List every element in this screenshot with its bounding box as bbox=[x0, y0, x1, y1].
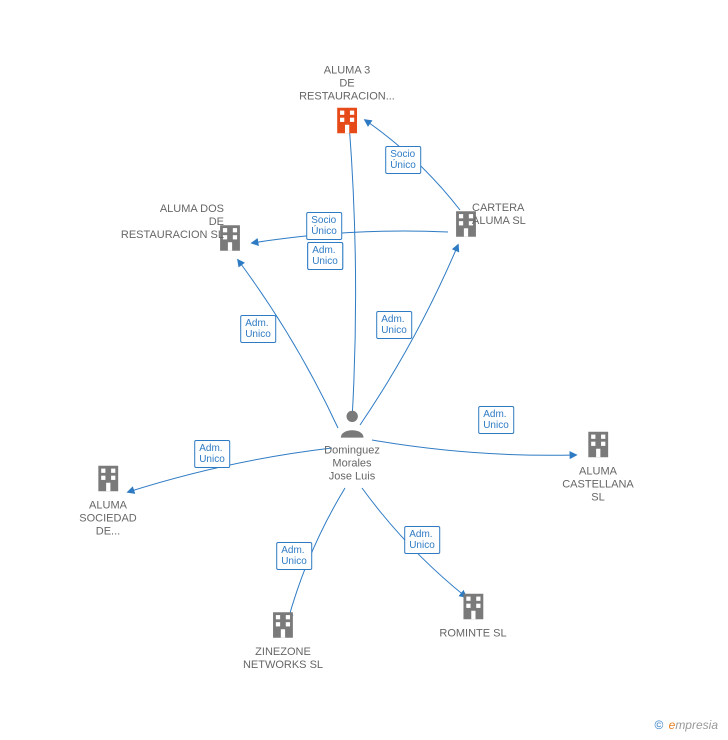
node-label: ALUMA CASTELLANA SL bbox=[562, 466, 634, 505]
copyright-footer: © empresia bbox=[654, 718, 718, 732]
node-label: ALUMA DOS DE RESTAURACION SL bbox=[121, 203, 224, 242]
center-person-node[interactable]: Dominguez Morales Jose Luis bbox=[324, 407, 380, 484]
company-node[interactable]: ALUMA DOS DE RESTAURACION SL bbox=[213, 221, 247, 259]
company-node[interactable]: CARTERA ALUMA SL bbox=[449, 207, 483, 245]
node-label: ALUMA 3 DE RESTAURACION... bbox=[299, 65, 395, 104]
edge-label: Socio Único bbox=[385, 146, 421, 174]
node-icon-wrap bbox=[562, 428, 634, 462]
edge-label: Adm. Unico bbox=[194, 440, 230, 468]
company-node[interactable]: ALUMA 3 DE RESTAURACION... bbox=[299, 65, 395, 142]
node-label: Dominguez Morales Jose Luis bbox=[324, 445, 380, 484]
edge-label: Adm. Unico bbox=[478, 406, 514, 434]
diagram-canvas: Dominguez Morales Jose Luis ALUMA 3 DE RE… bbox=[0, 0, 728, 740]
node-icon-wrap bbox=[79, 462, 136, 496]
building-icon bbox=[266, 608, 300, 642]
node-label: ZINEZONE NETWORKS SL bbox=[243, 646, 323, 672]
brand-rest: mpresia bbox=[675, 718, 718, 732]
node-icon-wrap bbox=[243, 608, 323, 642]
node-label: CARTERA ALUMA SL bbox=[472, 202, 526, 228]
node-label: ALUMA SOCIEDAD DE... bbox=[79, 500, 136, 539]
edge-label: Adm. Unico bbox=[307, 242, 343, 270]
copyright-symbol: © bbox=[654, 718, 663, 732]
building-icon bbox=[91, 462, 125, 496]
edge-label: Adm. Unico bbox=[276, 542, 312, 570]
edge-label: Adm. Unico bbox=[376, 311, 412, 339]
node-label: ROMINTE SL bbox=[439, 628, 506, 641]
building-icon bbox=[456, 590, 490, 624]
company-node[interactable]: ZINEZONE NETWORKS SL bbox=[243, 608, 323, 672]
edge-label: Adm. Unico bbox=[404, 526, 440, 554]
building-icon bbox=[330, 104, 364, 138]
node-icon-wrap bbox=[324, 407, 380, 441]
node-icon-wrap bbox=[299, 104, 395, 138]
edge-label: Adm. Unico bbox=[240, 315, 276, 343]
person-icon bbox=[335, 407, 369, 441]
company-node[interactable]: ALUMA CASTELLANA SL bbox=[562, 428, 634, 505]
company-node[interactable]: ROMINTE SL bbox=[439, 590, 506, 641]
company-node[interactable]: ALUMA SOCIEDAD DE... bbox=[79, 462, 136, 539]
node-icon-wrap bbox=[439, 590, 506, 624]
edge-label: Socio Único bbox=[306, 212, 342, 240]
building-icon bbox=[581, 428, 615, 462]
